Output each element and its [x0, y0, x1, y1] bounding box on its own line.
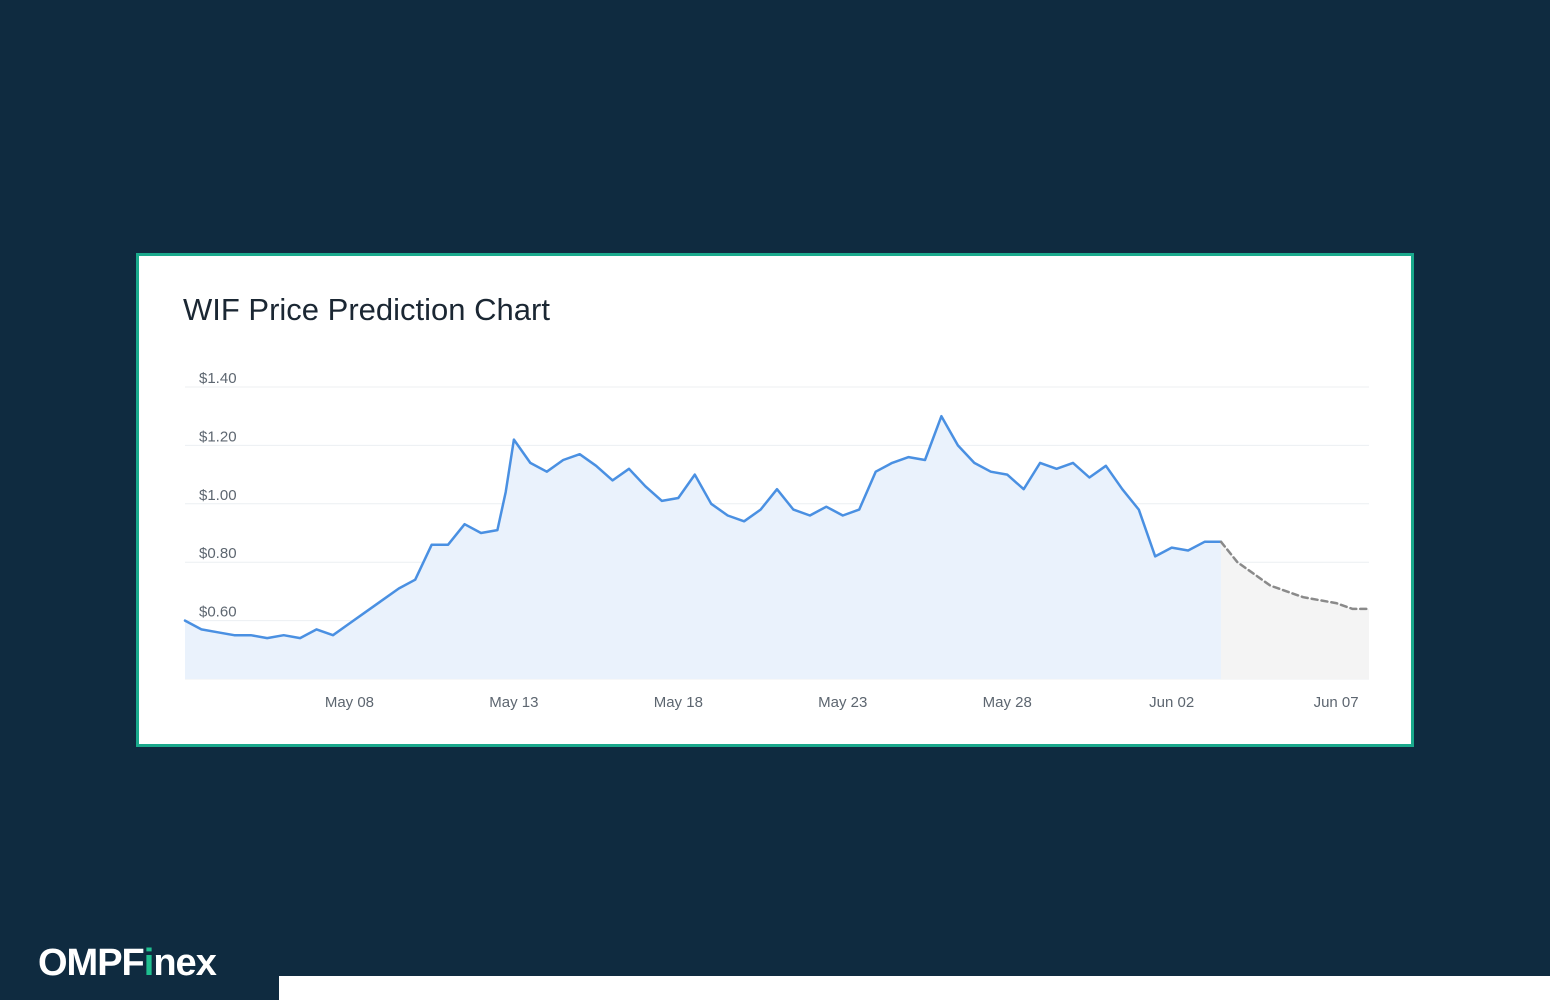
chart-title: WIF Price Prediction Chart [183, 292, 550, 327]
y-tick-label-3: $0.80 [199, 545, 237, 562]
x-tick-label-5: Jun 02 [1149, 694, 1194, 711]
y-tick-label-2: $1.00 [199, 487, 237, 504]
logo-text-left: OMPF [38, 942, 145, 984]
chart-card: WIF Price Prediction Chart $1.40 $1.20 $1.… [136, 253, 1414, 747]
x-tick-label-4: May 28 [983, 694, 1032, 711]
forecast-line [1219, 540, 1371, 611]
x-tick-label-3: May 23 [818, 694, 867, 711]
logo-text-right: nex [153, 942, 216, 984]
historical-line [183, 414, 1223, 640]
logo-text-i: i [143, 942, 155, 984]
x-tick-label-6: Jun 07 [1314, 694, 1359, 711]
ompfinex-logo: OMPFinex [38, 942, 217, 985]
historical-area [185, 416, 1221, 679]
x-tick-label-1: May 13 [489, 694, 538, 711]
forecast-area [1221, 541, 1369, 679]
price-chart: $1.40$1.20$1.00$0.80$0.60$0.40May 08May … [183, 370, 1371, 711]
y-tick-label-0: $1.40 [199, 370, 237, 387]
footer-bar [279, 976, 1550, 1000]
y-tick-label-4: $0.60 [199, 604, 237, 621]
x-tick-label-0: May 08 [325, 694, 374, 711]
x-tick-label-2: May 18 [654, 694, 703, 711]
y-tick-label-1: $1.20 [199, 428, 237, 445]
